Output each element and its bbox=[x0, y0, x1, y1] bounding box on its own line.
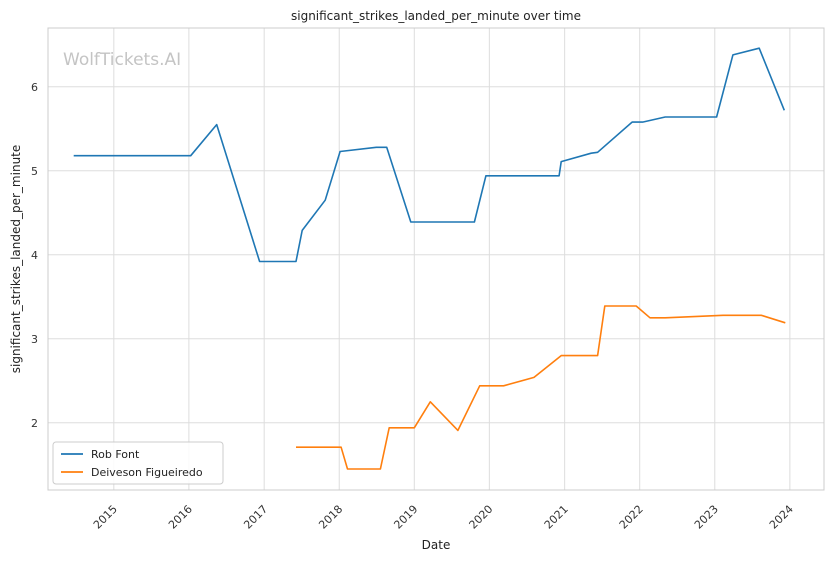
x-tick-label: 2023 bbox=[692, 503, 721, 532]
plot-area bbox=[47, 27, 825, 491]
chart-title: significant_strikes_landed_per_minute ov… bbox=[291, 9, 581, 23]
x-tick-label: 2020 bbox=[467, 503, 496, 532]
y-tick-label: 6 bbox=[31, 81, 38, 94]
x-tick-label: 2018 bbox=[316, 503, 345, 532]
x-tick-label: 2016 bbox=[166, 503, 195, 532]
y-axis-ticks: 2 3 4 5 6 bbox=[31, 81, 38, 430]
y-tick-label: 3 bbox=[31, 333, 38, 346]
watermark: WolfTickets.AI bbox=[63, 50, 181, 70]
series-line-1 bbox=[296, 305, 786, 470]
x-axis-label: Date bbox=[422, 538, 451, 552]
legend-label: Deiveson Figueiredo bbox=[91, 466, 203, 479]
y-tick-label: 5 bbox=[31, 165, 38, 178]
x-tick-label: 2024 bbox=[767, 503, 796, 532]
legend: Rob Font Deiveson Figueiredo bbox=[52, 441, 224, 485]
legend-label: Rob Font bbox=[91, 448, 140, 461]
x-grid bbox=[113, 28, 791, 490]
y-tick-label: 4 bbox=[31, 249, 38, 262]
x-tick-label: 2015 bbox=[91, 503, 120, 532]
x-tick-label: 2022 bbox=[617, 503, 646, 532]
y-grid bbox=[48, 86, 824, 424]
y-tick-label: 2 bbox=[31, 417, 38, 430]
x-tick-label: 2019 bbox=[391, 503, 420, 532]
y-axis-label: significant_strikes_landed_per_minute bbox=[9, 145, 23, 374]
x-tick-label: 2017 bbox=[241, 503, 270, 532]
x-tick-label: 2021 bbox=[542, 503, 571, 532]
series-layer bbox=[73, 47, 786, 470]
series-line-0 bbox=[73, 47, 786, 263]
legend-box bbox=[52, 441, 224, 485]
x-axis-ticks: 2015 2016 2017 2018 2019 2020 2021 2022 2023 2024 bbox=[91, 503, 796, 532]
